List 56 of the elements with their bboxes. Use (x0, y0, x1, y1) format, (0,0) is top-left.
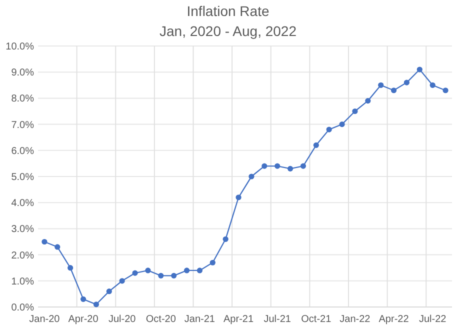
x-tick-label: Jan-20 (29, 314, 60, 325)
point (300, 163, 306, 169)
y-tick-label: 9.0% (11, 68, 34, 79)
point (106, 288, 112, 294)
point (132, 270, 138, 276)
y-tick-label: 7.0% (11, 120, 34, 131)
y-tick-label: 10.0% (6, 42, 34, 52)
point (404, 80, 410, 86)
chart-title: Inflation Rate (186, 3, 270, 19)
point (119, 278, 125, 284)
point (210, 260, 216, 266)
point (184, 268, 190, 274)
x-tick-label: Apr-20 (68, 314, 99, 325)
point (378, 82, 384, 88)
y-tick-label: 2.0% (11, 250, 34, 262)
point (158, 272, 164, 278)
y-tick-label: 5.0% (11, 172, 34, 183)
point (365, 98, 371, 104)
point (430, 82, 436, 88)
x-tick-label: Jul-20 (108, 314, 136, 325)
point (93, 302, 100, 308)
x-tick-label: Apr-22 (378, 314, 410, 325)
point (236, 194, 242, 200)
x-tick-label: Jul-22 (418, 314, 447, 325)
x-tick-label: Jan-21 (184, 314, 216, 325)
point (339, 122, 345, 128)
point (313, 142, 319, 148)
point (171, 272, 177, 278)
x-tick-label: Oct-21 (301, 314, 332, 325)
y-tick-label: 8.0% (11, 94, 34, 105)
point (80, 296, 86, 302)
point (287, 166, 294, 172)
point (196, 268, 203, 274)
chart-subtitle: Jan, 2020 - Aug, 2022 (160, 23, 297, 39)
point (390, 88, 397, 94)
point (54, 244, 60, 250)
y-tick-label: 6.0% (11, 146, 34, 157)
x-tick-label: Apr-21 (224, 314, 254, 325)
point (274, 163, 280, 169)
x-tick-label: Jul-21 (264, 314, 292, 325)
point (248, 174, 254, 180)
y-tick-label: 3.0% (11, 224, 34, 236)
point (42, 238, 48, 245)
point (68, 265, 74, 271)
point (326, 126, 332, 132)
point (222, 236, 228, 242)
point (145, 268, 151, 274)
point (442, 88, 448, 94)
y-tick-label: 0.0% (11, 302, 34, 314)
y-tick-label: 4.0% (11, 198, 34, 210)
x-tick-label: Jan-22 (340, 314, 371, 325)
point (416, 66, 422, 72)
y-tick-label: 1.0% (11, 276, 34, 288)
x-tick-label: Oct-20 (146, 314, 176, 325)
point (352, 108, 358, 114)
point (262, 163, 268, 169)
